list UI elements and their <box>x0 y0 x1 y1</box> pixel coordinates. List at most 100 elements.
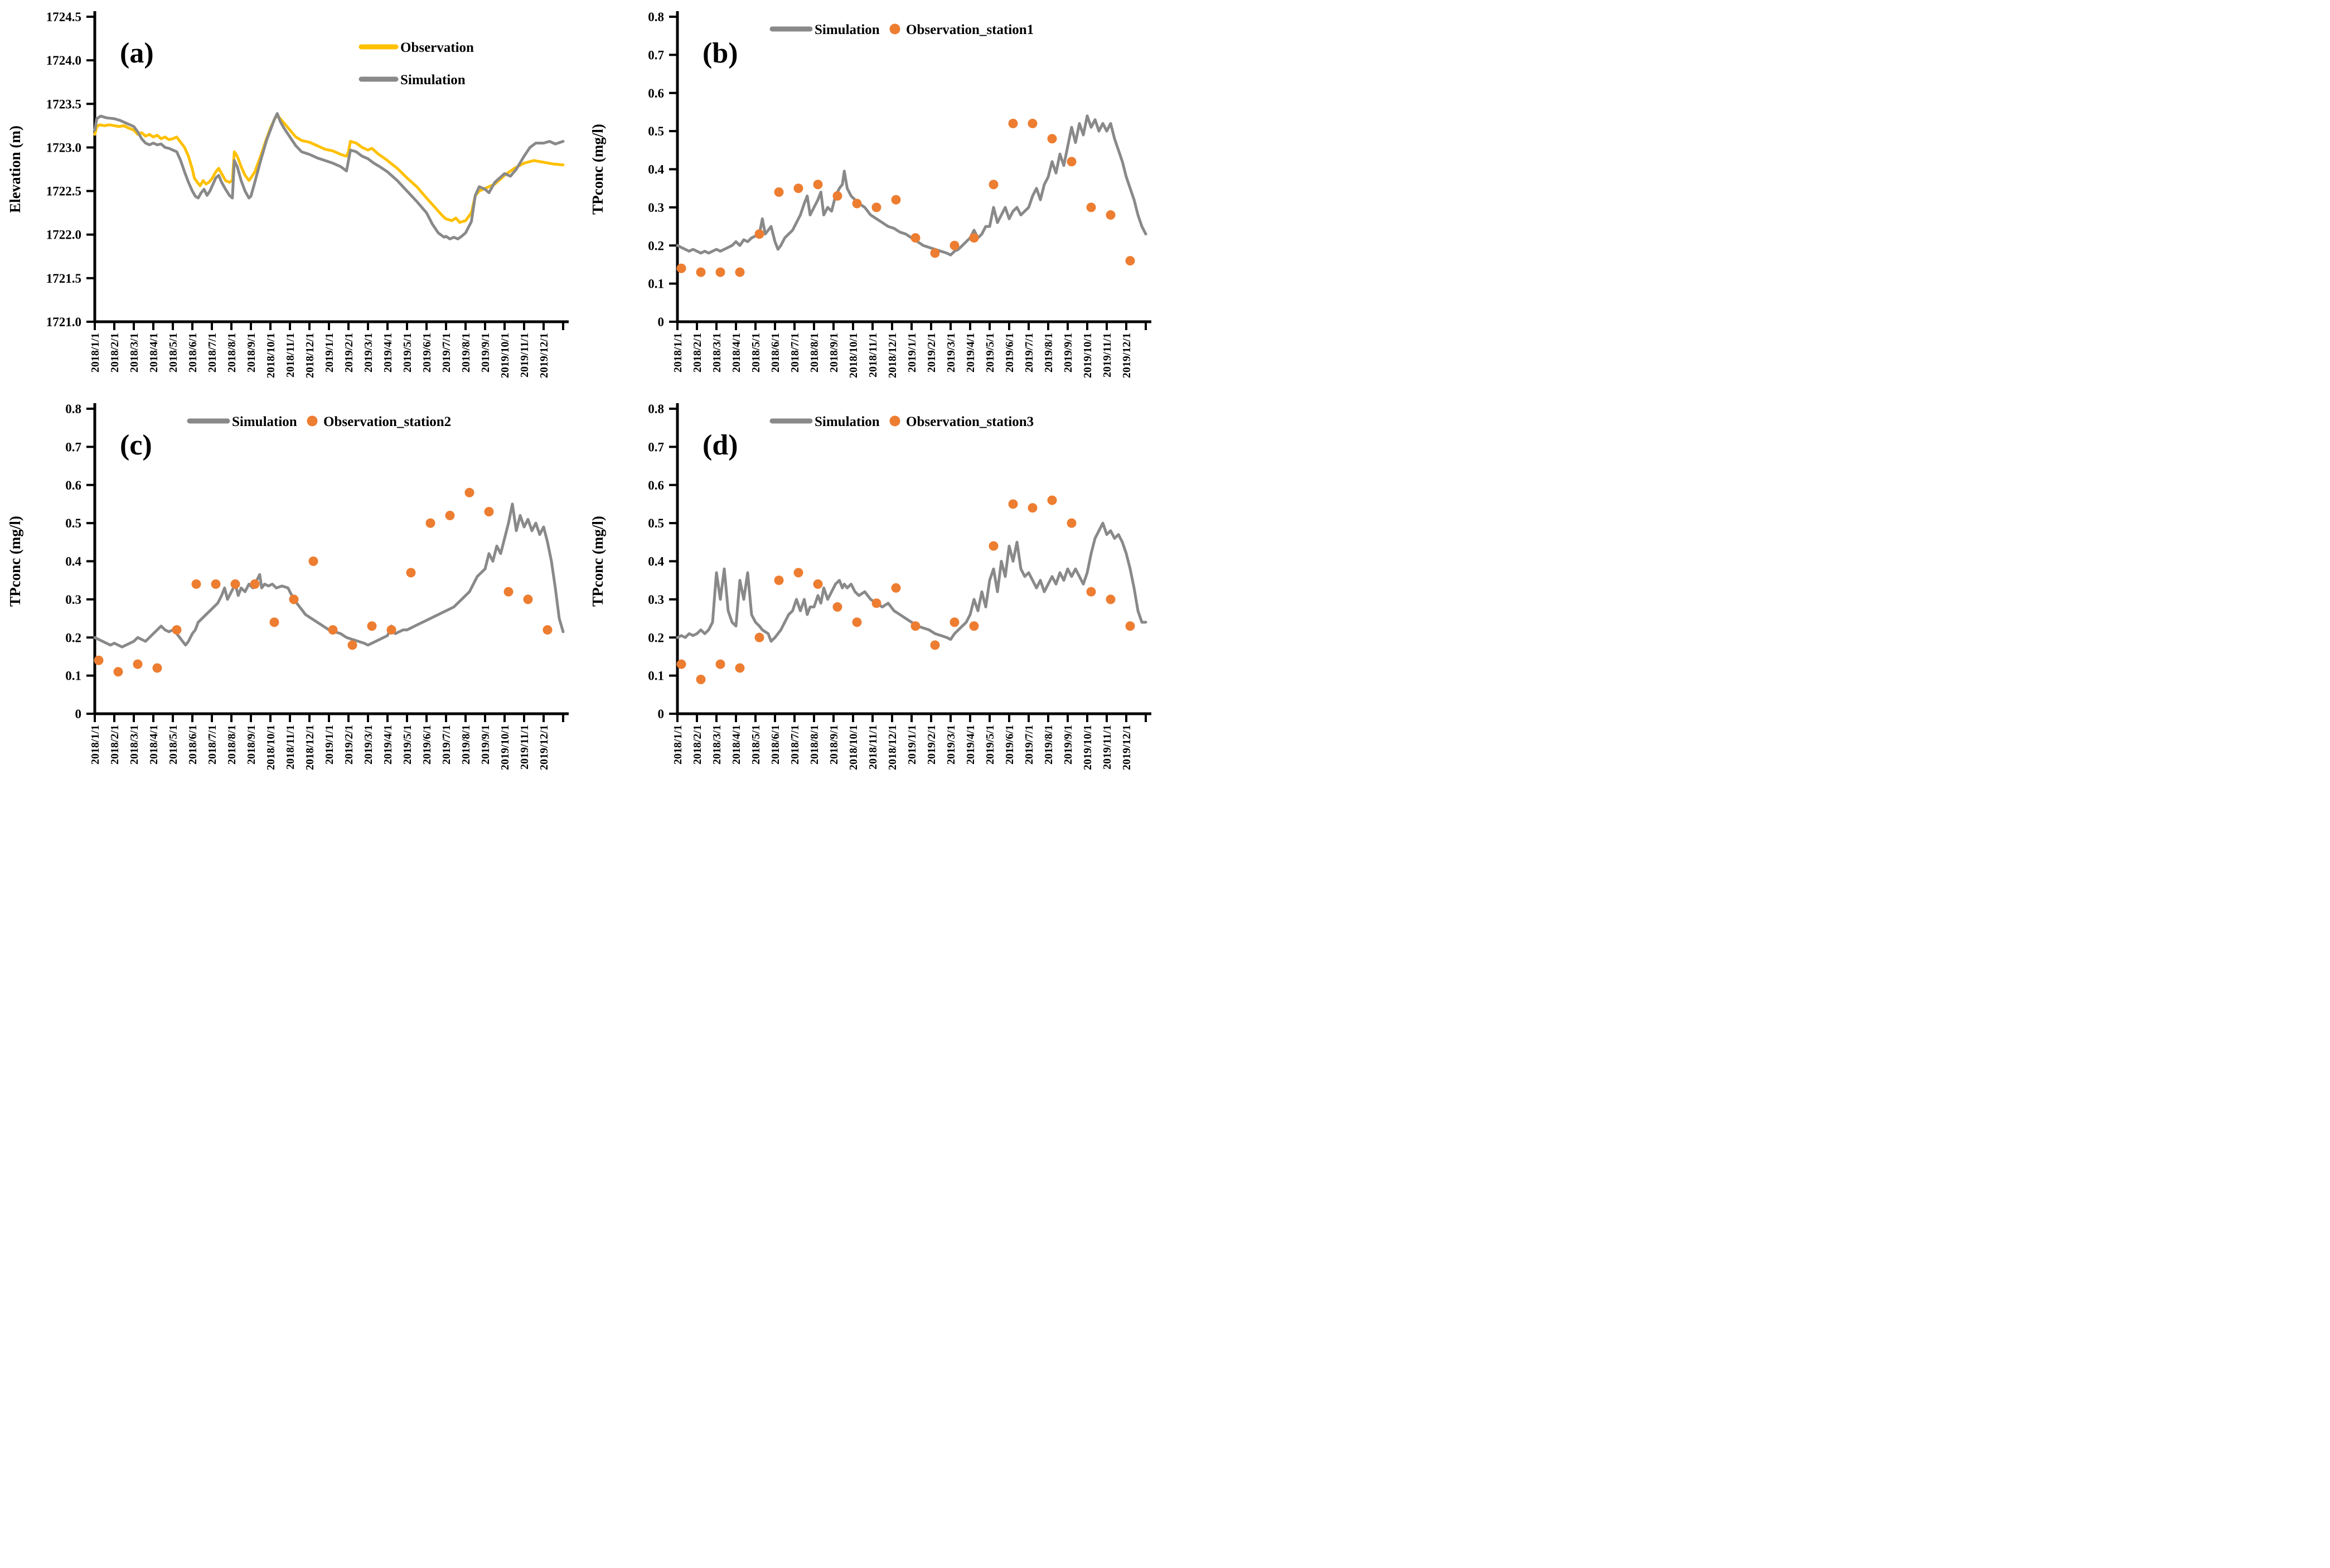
x-tick-label: 2019/10/1 <box>1082 333 1094 378</box>
x-tick-label: 2018/5/1 <box>167 333 180 372</box>
observation-dot <box>793 568 803 578</box>
x-tick-label: 2018/1/1 <box>672 725 684 764</box>
legend-label: Observation_station2 <box>323 414 451 429</box>
observation-dot <box>1028 118 1038 128</box>
x-tick-label: 2019/9/1 <box>479 333 492 372</box>
x-tick-label: 2019/1/1 <box>906 333 918 372</box>
y-tick-label: 0.2 <box>648 631 664 645</box>
y-tick-label: 0.7 <box>648 48 664 62</box>
x-tick-label: 2019/12/1 <box>538 725 550 770</box>
x-tick-label: 2019/6/1 <box>1004 333 1016 372</box>
x-tick-label: 2019/4/1 <box>965 333 977 372</box>
observation-dot <box>696 674 706 684</box>
y-tick-label: 0.7 <box>65 440 81 454</box>
observation-dot <box>269 617 279 627</box>
x-tick-label: 2018/6/1 <box>187 725 199 764</box>
x-tick-label: 2019/2/1 <box>926 725 938 764</box>
observation-dot <box>1106 594 1116 604</box>
y-tick-label: 0.3 <box>65 593 81 607</box>
legend-label: Simulation <box>400 72 466 88</box>
x-tick-label: 2019/6/1 <box>421 333 433 372</box>
x-tick-label: 2018/4/1 <box>730 333 743 372</box>
observation-dot <box>950 617 960 627</box>
x-tick-label: 2018/10/1 <box>265 333 277 378</box>
x-tick-label: 2019/9/1 <box>479 725 492 764</box>
y-tick-label: 0.4 <box>65 555 81 569</box>
y-tick-label: 1723.0 <box>46 141 81 154</box>
legend-dot-swatch <box>889 415 900 427</box>
observation-dot <box>676 263 686 273</box>
observation-dot <box>676 659 686 669</box>
x-tick-label: 2018/4/1 <box>148 725 160 764</box>
x-tick-label: 2018/1/1 <box>89 725 101 764</box>
observation-dot <box>1125 621 1135 631</box>
x-tick-label: 2018/3/1 <box>711 725 723 764</box>
observation-dot <box>793 183 803 193</box>
x-tick-label: 2019/3/1 <box>945 333 957 372</box>
x-tick-label: 2019/8/1 <box>1043 725 1055 764</box>
x-tick-label: 2019/5/1 <box>401 333 414 372</box>
x-tick-label: 2019/4/1 <box>965 725 977 764</box>
panel-letter: (d) <box>703 429 738 461</box>
x-tick-label: 2018/9/1 <box>828 725 840 764</box>
panel-letter: (c) <box>120 429 152 461</box>
x-tick-label: 2018/8/1 <box>808 725 821 764</box>
x-tick-label: 2018/7/1 <box>206 333 219 372</box>
x-tick-label: 2019/12/1 <box>1121 725 1133 770</box>
x-tick-label: 2018/11/1 <box>867 725 879 770</box>
legend-label: Simulation <box>815 414 880 429</box>
y-axis-title: TPconc (mg/l) <box>589 516 606 607</box>
observation-dot <box>1047 134 1057 144</box>
observation-dot <box>989 541 999 551</box>
y-tick-label: 0.4 <box>648 163 664 177</box>
x-tick-label: 2019/9/1 <box>1062 333 1074 372</box>
y-tick-label: 1724.5 <box>46 10 81 24</box>
observation-dot <box>774 575 784 585</box>
x-tick-label: 2018/7/1 <box>206 725 219 764</box>
observation-dot <box>910 621 921 631</box>
observation-dot <box>813 579 823 589</box>
x-tick-label: 2019/1/1 <box>906 725 918 764</box>
observation-dot <box>347 640 357 650</box>
observation-dot <box>832 602 842 612</box>
simulation-line <box>676 114 1147 257</box>
x-tick-label: 2018/3/1 <box>128 725 141 764</box>
observation-dot <box>715 659 725 669</box>
y-tick-label: 0 <box>658 315 665 329</box>
observation-dot <box>484 507 494 517</box>
observation-dot <box>250 579 260 589</box>
x-tick-label: 2019/12/1 <box>1121 333 1133 378</box>
observation-dot <box>735 663 745 673</box>
observation-dot <box>930 640 940 650</box>
x-tick-label: 2019/7/1 <box>440 725 453 764</box>
x-tick-label: 2018/11/1 <box>284 725 297 770</box>
x-tick-label: 2019/6/1 <box>421 725 433 764</box>
x-tick-label: 2019/11/1 <box>519 725 531 770</box>
x-tick-label: 2019/5/1 <box>984 725 996 764</box>
y-tick-label: 0.1 <box>648 669 664 683</box>
observation-dot <box>464 487 474 497</box>
observation-dot <box>813 180 823 190</box>
y-axis-title: TPconc (mg/l) <box>7 516 23 607</box>
x-tick-label: 2019/7/1 <box>440 333 453 372</box>
x-tick-label: 2018/9/1 <box>828 333 840 372</box>
x-tick-label: 2018/11/1 <box>284 333 297 378</box>
x-tick-label: 2018/7/1 <box>789 725 801 764</box>
y-tick-label: 0.7 <box>648 440 664 454</box>
observation-dot <box>1008 118 1018 128</box>
x-tick-label: 2018/11/1 <box>867 333 879 378</box>
y-axis-title: TPconc (mg/l) <box>589 124 606 215</box>
simulation-line <box>93 502 565 649</box>
x-tick-label: 2018/9/1 <box>245 725 258 764</box>
observation-dot <box>989 180 999 190</box>
observation-dot <box>308 556 318 566</box>
y-tick-label: 0 <box>75 707 82 721</box>
observation-dot <box>969 233 979 243</box>
panel-letter: (b) <box>703 37 738 69</box>
y-tick-label: 0.6 <box>648 478 664 492</box>
x-tick-label: 2019/11/1 <box>519 333 531 378</box>
observation-dot <box>735 267 745 277</box>
x-tick-label: 2019/8/1 <box>1043 333 1055 372</box>
x-tick-label: 2018/6/1 <box>769 333 782 372</box>
four-panel-chart-figure: 1721.0 1721.5 1722.0 1722.5 1723.0 1723.5 1724… <box>0 0 1165 784</box>
